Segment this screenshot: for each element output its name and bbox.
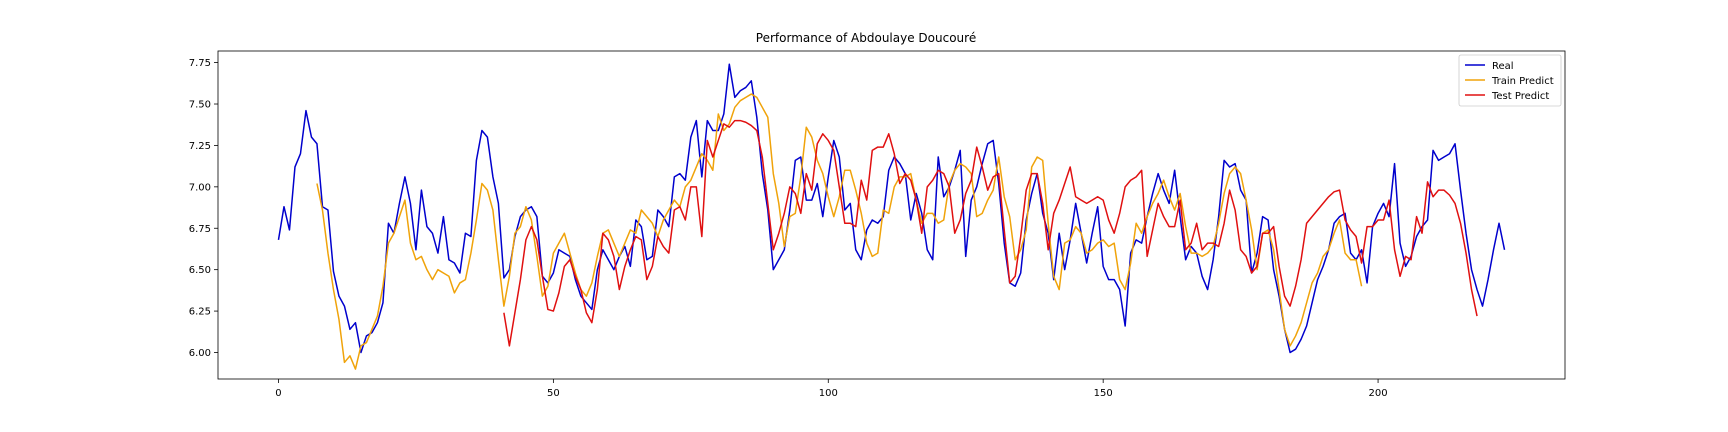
y-tick-label: 6.00 [189,348,211,359]
y-tick-label: 6.75 [189,224,211,235]
x-tick-label: 150 [1094,388,1113,399]
y-tick-label: 7.00 [189,182,211,193]
x-tick-label: 50 [547,388,560,399]
y-tick-label: 6.50 [189,265,211,276]
legend-frame [1458,54,1562,107]
y-axis: 6.00 6.25 6.50 6.75 7.00 7.25 7.50 7.75 [189,58,218,359]
legend: Real Train Predict Test Predict [1458,54,1562,107]
y-tick-label: 7.50 [189,100,211,111]
legend-train-label: Train Predict [1491,76,1554,87]
series-layer [277,63,1506,370]
x-tick-label: 100 [819,388,838,399]
series-line-test-predict [503,119,1478,347]
plot-area-frame [217,50,1566,380]
legend-real-label: Real [1492,61,1514,72]
series-line-real [277,63,1506,354]
y-tick-label: 7.75 [189,58,211,69]
series-line-train-predict [316,93,1363,370]
chart-title: Performance of Abdoulaye Doucouré [756,31,976,45]
x-tick-label: 0 [275,388,281,399]
legend-test-label: Test Predict [1491,91,1549,102]
x-axis: 0 50 100 150 200 [275,379,1388,399]
y-tick-label: 6.25 [189,307,211,318]
y-tick-label: 7.25 [189,141,211,152]
x-tick-label: 200 [1369,388,1388,399]
